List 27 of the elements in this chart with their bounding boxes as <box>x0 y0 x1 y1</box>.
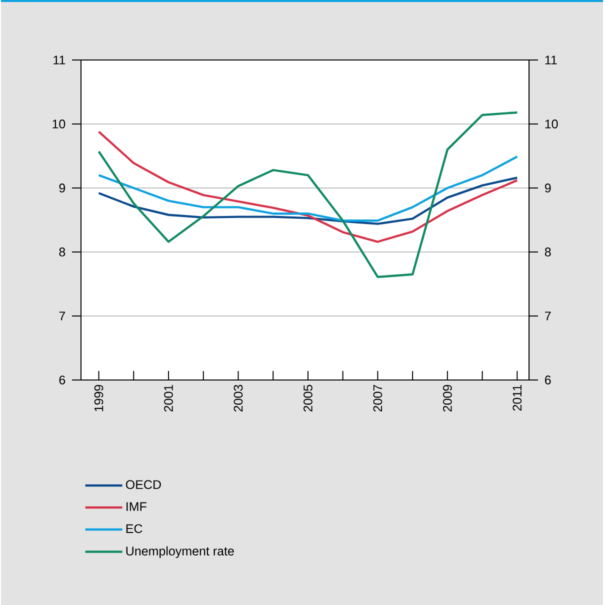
x-tick-label: 2009 <box>443 384 452 412</box>
y2-tick-label: 7 <box>545 312 551 320</box>
y-tick-label: 6 <box>59 376 66 384</box>
y2-tick-label: 9 <box>544 184 551 192</box>
line-series <box>98 176 518 225</box>
y2-tick-label: 8 <box>544 248 551 256</box>
legend-label: IMF <box>126 502 146 511</box>
x-tick-label: 2007 <box>373 384 382 412</box>
y-tick-label: 10 <box>52 120 66 128</box>
y2-tick-label: 10 <box>545 120 558 128</box>
y-tick-label: 8 <box>59 248 66 256</box>
x-tick-label: 2001 <box>164 384 173 412</box>
line-series <box>98 156 518 222</box>
x-tick-label: 2011 <box>512 384 522 411</box>
y-tick-label: 7 <box>59 312 66 320</box>
y-tick-label: 9 <box>59 184 66 192</box>
x-tick-label: 2003 <box>234 384 243 412</box>
y-tick-label: 11 <box>54 56 66 64</box>
line-series <box>98 130 518 243</box>
y2-tick-label: 11 <box>545 56 557 64</box>
legend-label: OECD <box>126 480 161 490</box>
legend-label: EC <box>126 524 142 534</box>
line-series <box>98 111 518 278</box>
y2-tick-label: 6 <box>545 376 551 384</box>
legend-label: Unemployment rate <box>126 546 234 558</box>
x-tick-label: 2005 <box>304 384 312 412</box>
x-tick-label: 1999 <box>94 384 104 412</box>
